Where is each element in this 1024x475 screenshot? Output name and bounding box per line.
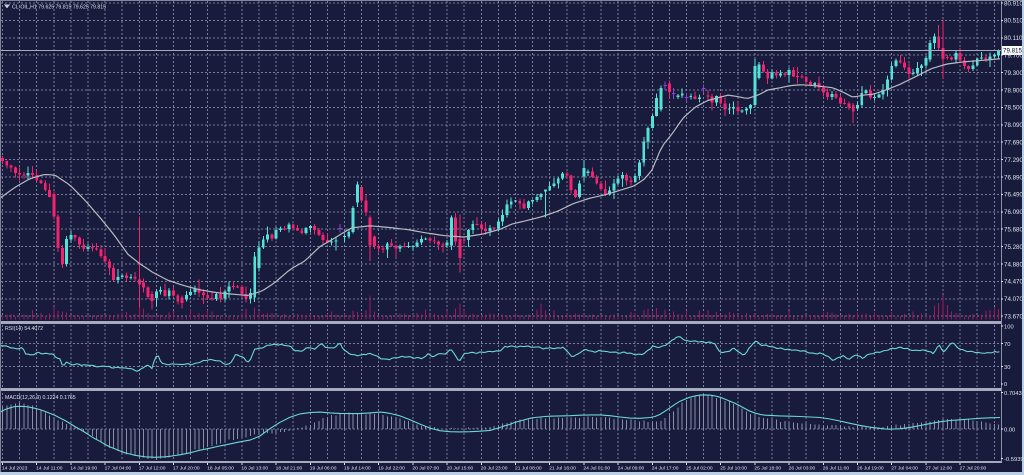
svg-text:0.00: 0.00 (1004, 427, 1015, 433)
svg-text:26 Jul 03:00: 26 Jul 03:00 (789, 466, 816, 472)
svg-text:78.090: 78.090 (1004, 122, 1023, 129)
svg-text:78.500: 78.500 (1004, 105, 1023, 112)
svg-text:76.890: 76.890 (1004, 174, 1023, 181)
svg-text:27 Jul 12:00: 27 Jul 12:00 (925, 466, 952, 472)
svg-text:14 Jul 19:00: 14 Jul 19:00 (70, 466, 97, 472)
svg-text:19 Jul 06:00: 19 Jul 06:00 (310, 466, 337, 472)
svg-text:25 Jul 02:00: 25 Jul 02:00 (686, 466, 713, 472)
svg-text:75.280: 75.280 (1004, 244, 1023, 251)
svg-text:100: 100 (1004, 325, 1014, 331)
svg-text:-0.5939: -0.5939 (1004, 457, 1024, 463)
svg-text:74.070: 74.070 (1004, 296, 1023, 303)
svg-text:24 Jul 17:00: 24 Jul 17:00 (652, 466, 679, 472)
svg-text:17 Jul 12:00: 17 Jul 12:00 (139, 466, 166, 472)
svg-text:14 Jul 2023: 14 Jul 2023 (2, 466, 28, 472)
svg-text:25 Jul 10:00: 25 Jul 10:00 (720, 466, 747, 472)
svg-text:74.880: 74.880 (1004, 261, 1023, 268)
svg-text:CL-OIL,H1 79.625 79.815 79.62: CL-OIL,H1 79.625 79.815 79.625 79.815 (12, 5, 106, 11)
svg-text:19 Jul 22:00: 19 Jul 22:00 (378, 466, 405, 472)
svg-text:17 Jul 04:00: 17 Jul 04:00 (105, 466, 132, 472)
svg-text:21 Jul 08:00: 21 Jul 08:00 (515, 466, 542, 472)
svg-text:17 Jul 20:00: 17 Jul 20:00 (173, 466, 200, 472)
svg-text:73.670: 73.670 (1004, 314, 1023, 321)
svg-text:14 Jul 11:00: 14 Jul 11:00 (36, 466, 63, 472)
svg-text:MACD(12,26,9) 0.1224 0.1765: MACD(12,26,9) 0.1224 0.1765 (5, 395, 76, 401)
svg-text:76.090: 76.090 (1004, 209, 1023, 216)
svg-text:25 Jul 18:00: 25 Jul 18:00 (754, 466, 781, 472)
svg-text:76.490: 76.490 (1004, 192, 1023, 199)
svg-text:27 Jul 04:00: 27 Jul 04:00 (891, 466, 918, 472)
svg-text:21 Jul 16:00: 21 Jul 16:00 (549, 466, 576, 472)
svg-text:RSI(14) 54.4072: RSI(14) 54.4072 (5, 326, 43, 332)
svg-text:75.680: 75.680 (1004, 227, 1023, 234)
svg-text:18 Jul 13:00: 18 Jul 13:00 (241, 466, 268, 472)
svg-text:0: 0 (1004, 382, 1007, 388)
svg-text:26 Jul 11:00: 26 Jul 11:00 (823, 466, 850, 472)
svg-text:79.700: 79.700 (1004, 53, 1023, 60)
svg-text:30: 30 (1004, 365, 1010, 371)
svg-text:80.110: 80.110 (1004, 35, 1023, 42)
svg-text:74.470: 74.470 (1004, 279, 1023, 286)
svg-text:77.690: 77.690 (1004, 140, 1023, 147)
svg-text:78.900: 78.900 (1004, 87, 1023, 94)
svg-text:27 Jul 20:00: 27 Jul 20:00 (960, 466, 987, 472)
svg-text:77.290: 77.290 (1004, 157, 1023, 164)
svg-text:0.7043: 0.7043 (1004, 391, 1022, 397)
svg-text:80.510: 80.510 (1004, 18, 1023, 25)
svg-text:20 Jul 23:00: 20 Jul 23:00 (481, 466, 508, 472)
svg-text:20 Jul 15:00: 20 Jul 15:00 (447, 466, 474, 472)
svg-text:18 Jul 05:00: 18 Jul 05:00 (207, 466, 234, 472)
svg-text:24 Jul 09:00: 24 Jul 09:00 (618, 466, 645, 472)
svg-text:79.300: 79.300 (1004, 70, 1023, 77)
svg-text:18 Jul 21:00: 18 Jul 21:00 (276, 466, 303, 472)
svg-text:70: 70 (1004, 342, 1010, 348)
svg-text:24 Jul 01:00: 24 Jul 01:00 (583, 466, 610, 472)
svg-text:20 Jul 07:00: 20 Jul 07:00 (412, 466, 439, 472)
svg-text:26 Jul 19:00: 26 Jul 19:00 (857, 466, 884, 472)
svg-text:80.910: 80.910 (1004, 0, 1023, 7)
svg-text:19 Jul 14:00: 19 Jul 14:00 (344, 466, 371, 472)
svg-text:79.815: 79.815 (1003, 48, 1022, 55)
